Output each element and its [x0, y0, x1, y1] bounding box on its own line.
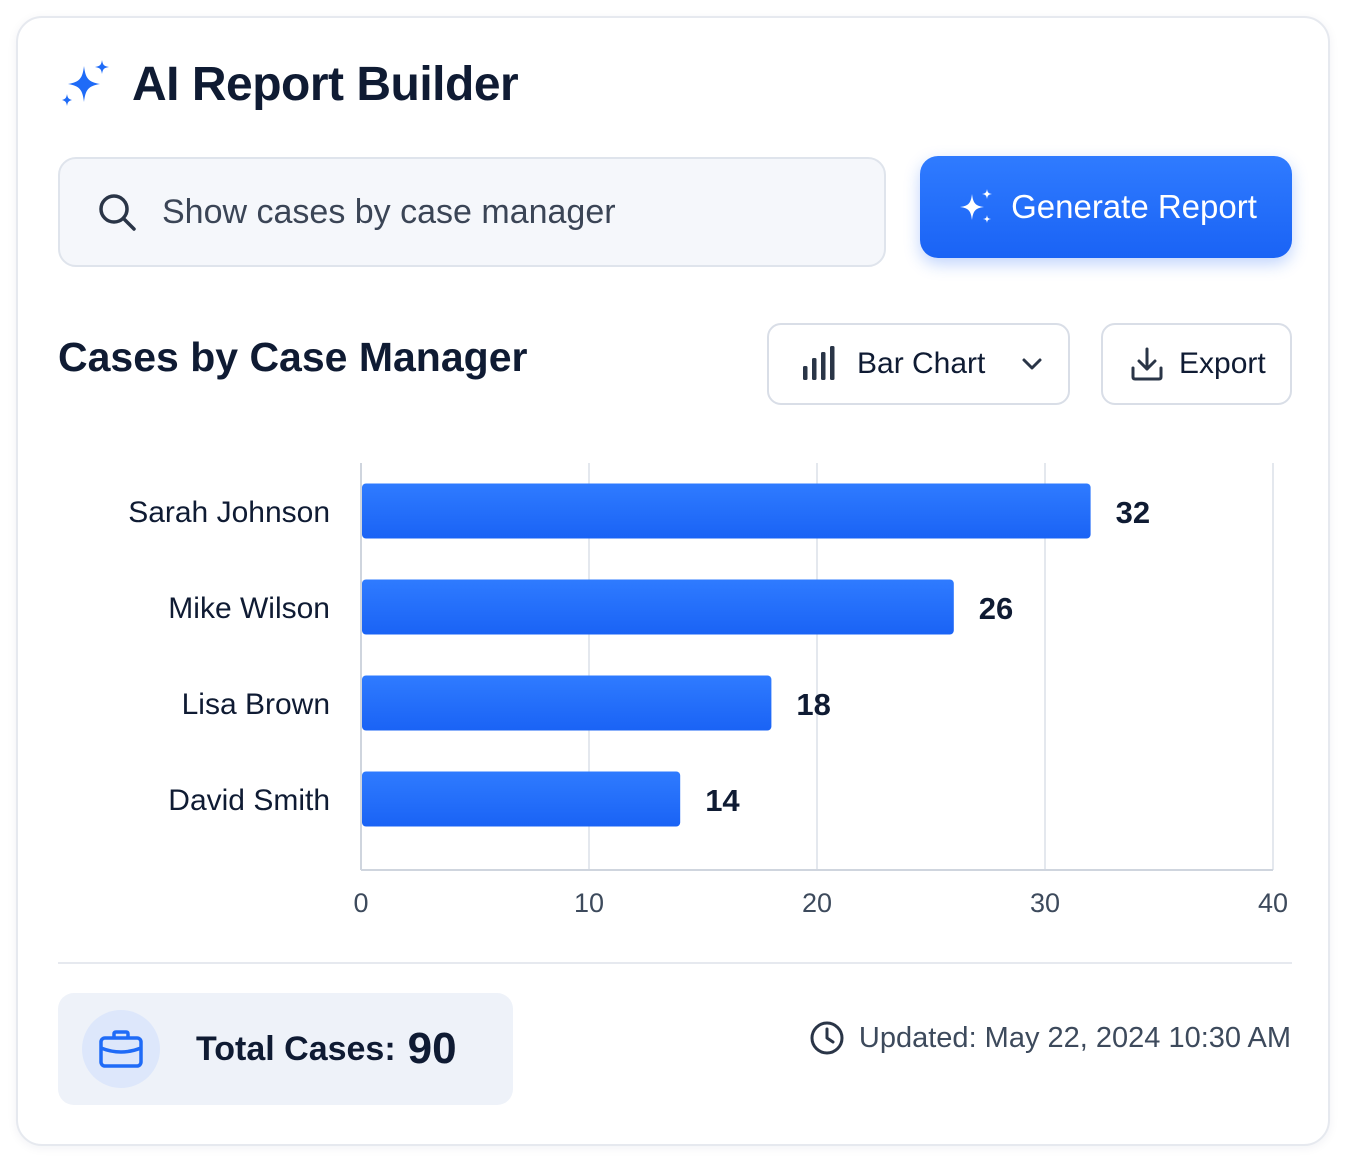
- app-header: AI Report Builder: [58, 54, 519, 114]
- chart-type-dropdown[interactable]: Bar Chart: [767, 323, 1070, 405]
- bar-chart-icon: [803, 346, 835, 380]
- app-title: AI Report Builder: [132, 57, 519, 111]
- briefcase-badge: [82, 1010, 160, 1088]
- report-title: Cases by Case Manager: [58, 334, 528, 380]
- export-button[interactable]: Export: [1101, 323, 1292, 405]
- search-box[interactable]: [58, 157, 886, 267]
- search-input[interactable]: [162, 192, 842, 232]
- sparkles-icon: [62, 60, 109, 106]
- briefcase-icon: [99, 1030, 143, 1068]
- download-icon: [1131, 347, 1163, 381]
- chart-type-label: Bar Chart: [857, 347, 986, 380]
- total-cases-panel: Total Cases: 90: [58, 993, 513, 1105]
- generate-report-label: Generate Report: [1011, 188, 1257, 225]
- divider: [58, 962, 1292, 964]
- clock-icon: [810, 1021, 844, 1055]
- export-label: Export: [1179, 347, 1266, 380]
- search-icon: [99, 194, 136, 231]
- total-cases-value: 90: [407, 1024, 457, 1073]
- total-cases-label: Total Cases:: [196, 1029, 396, 1068]
- updated-text: Updated: May 22, 2024 10:30 AM: [858, 1021, 1291, 1054]
- sparkles-icon: [960, 189, 993, 223]
- generate-report-button[interactable]: Generate Report: [920, 156, 1292, 258]
- updated-timestamp: Updated: May 22, 2024 10:30 AM: [809, 1020, 1291, 1056]
- chevron-down-icon: [1022, 358, 1042, 370]
